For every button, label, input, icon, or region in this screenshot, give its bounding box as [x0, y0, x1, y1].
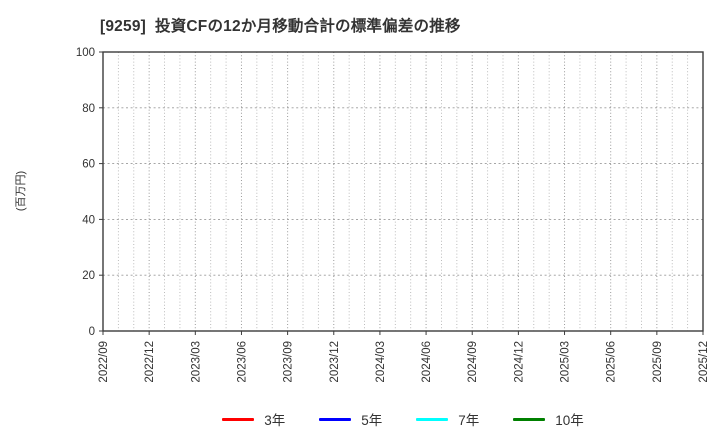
legend-line-7y-icon [416, 417, 449, 421]
x-tick-label: 2022/12 [144, 341, 156, 383]
legend-line-10y-icon [513, 417, 546, 421]
x-tick-label: 2024/03 [375, 341, 387, 383]
x-tick-label: 2023/12 [329, 341, 341, 383]
x-tick-label: 2023/03 [190, 341, 202, 383]
legend-item-5y: 5年 [319, 409, 382, 429]
legend-line-5y-icon [319, 417, 352, 421]
x-tick-label: 2024/09 [467, 341, 479, 383]
y-tick-label: 100 [76, 47, 95, 59]
legend-label-10y: 10年 [555, 413, 584, 428]
x-tick-label: 2024/06 [421, 341, 433, 383]
y-tick-label: 80 [82, 103, 95, 115]
legend-item-7y: 7年 [416, 409, 479, 429]
axis-frame [102, 51, 704, 332]
chart-title: [9259] 投資CFの12か月移動合計の標準偏差の推移 [100, 18, 461, 35]
x-tick-label: 2023/09 [283, 341, 295, 383]
x-tick-label: 2025/06 [606, 341, 618, 383]
x-tick-label: 2025/09 [652, 341, 664, 383]
y-tick-label: 40 [82, 214, 95, 226]
legend-item-10y: 10年 [513, 409, 584, 429]
y-tick-label: 20 [82, 270, 95, 282]
legend: 3年 5年 7年 10年 [103, 406, 703, 432]
legend-label-5y: 5年 [361, 413, 383, 428]
x-tick-label: 2025/03 [560, 341, 572, 383]
legend-label-7y: 7年 [458, 413, 480, 428]
legend-line-3y-icon [222, 417, 255, 421]
y-tick-label: 60 [82, 159, 95, 171]
x-tick-label: 2023/06 [236, 341, 248, 383]
legend-label-3y: 3年 [264, 413, 286, 428]
x-tick-label: 2024/12 [513, 341, 525, 383]
x-tick-label: 2025/12 [698, 341, 710, 383]
legend-item-3y: 3年 [222, 409, 285, 429]
y-tick-label: 0 [89, 326, 95, 338]
x-tick-label: 2022/09 [98, 341, 110, 383]
